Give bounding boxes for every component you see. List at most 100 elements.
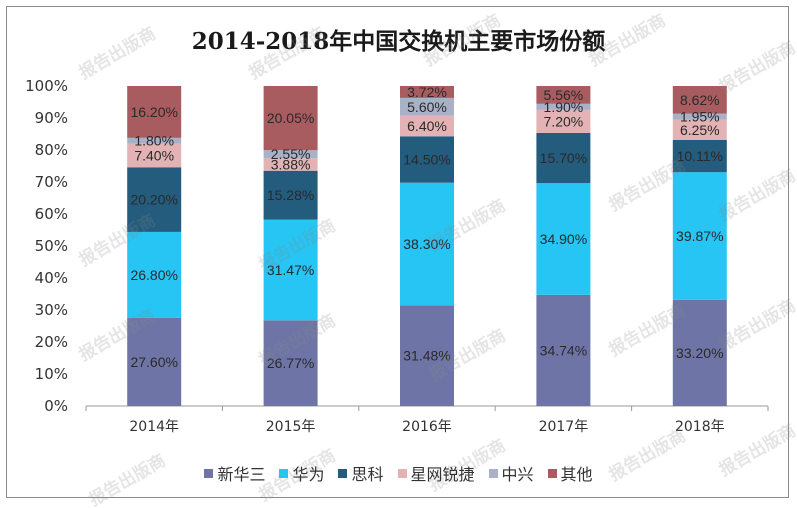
bar-segment (672, 113, 727, 120)
data-label: 15.28% (267, 187, 314, 203)
bar-segment (672, 119, 727, 140)
x-tick-label: 2016年 (402, 419, 452, 435)
data-label: 7.20% (544, 113, 584, 129)
bar-segment (127, 167, 182, 232)
data-label: 15.70% (540, 150, 587, 166)
data-label: 31.48% (403, 348, 450, 364)
legend-item: 思科 (338, 461, 384, 485)
bar-segment (127, 86, 182, 138)
watermark: 报告出版商 (715, 165, 797, 226)
legend-item: 华为 (279, 461, 324, 485)
bar-segment (127, 231, 182, 318)
legend-item: 新华三 (204, 461, 265, 485)
bar-segment (263, 158, 318, 171)
y-tick-label: 20% (35, 333, 68, 351)
bar-segment (536, 109, 591, 133)
legend-label: 中兴 (501, 465, 534, 484)
bar-segment (400, 115, 454, 137)
bar-segment (263, 150, 318, 159)
watermark: 报告出版商 (585, 10, 669, 71)
data-label: 27.60% (130, 354, 177, 370)
data-label: 33.20% (676, 345, 723, 361)
bar-segment (263, 86, 318, 151)
y-tick-label: 70% (35, 173, 68, 191)
data-label: 5.60% (407, 99, 447, 115)
legend-swatch (338, 468, 348, 478)
data-label: 6.40% (407, 118, 447, 134)
data-label: 10.11% (677, 148, 723, 164)
data-label: 34.90% (540, 231, 587, 247)
y-tick-label: 80% (35, 141, 68, 159)
y-tick-label: 40% (35, 269, 68, 287)
chart-title: 2014-2018年中国交换机主要市场份额 (191, 28, 606, 55)
legend-swatch (397, 468, 407, 478)
y-tick-label: 60% (35, 205, 68, 223)
data-label: 3.72% (407, 84, 447, 100)
chart-legend: 新华三 华为 思科 星网锐捷 中兴 其他 (0, 461, 797, 485)
bar-segment (536, 132, 591, 184)
legend-label: 华为 (292, 465, 325, 484)
legend-swatch (547, 468, 557, 478)
x-tick-label: 2015年 (266, 419, 316, 435)
legend-label: 思科 (351, 465, 384, 484)
x-tick-label: 2018年 (675, 419, 725, 435)
watermark: 报告出版商 (420, 10, 504, 71)
data-label: 20.05% (267, 110, 314, 126)
bar-segment (672, 172, 727, 300)
data-label: 31.47% (267, 262, 314, 278)
bar-segment (672, 86, 727, 114)
data-label: 20.20% (130, 192, 177, 208)
data-label: 16.20% (130, 104, 177, 120)
legend-swatch (204, 468, 214, 478)
data-label: 8.62% (680, 92, 720, 108)
bar-segment (672, 299, 727, 406)
data-label: 1.90% (544, 99, 584, 115)
legend-label: 其他 (560, 465, 593, 484)
legend-item: 星网锐捷 (397, 461, 475, 485)
data-label: 39.87% (676, 228, 723, 244)
data-label: 1.95% (680, 109, 720, 125)
bar-segment (536, 183, 591, 295)
legend-label: 新华三 (217, 465, 266, 484)
bar-segment (536, 294, 591, 406)
legend-item: 其他 (547, 461, 593, 485)
watermark: 报告出版商 (715, 37, 797, 98)
bar-segment (400, 86, 454, 98)
data-label: 2.55% (271, 146, 311, 162)
y-tick-label: 0% (44, 397, 68, 415)
bar-segment (263, 219, 318, 321)
bar-segment (536, 103, 591, 110)
data-label: 6.25% (680, 122, 720, 138)
bar-segment (400, 182, 454, 306)
data-label: 14.50% (403, 152, 450, 168)
bar-segment (127, 137, 182, 144)
data-label: 34.74% (540, 342, 587, 358)
legend-swatch (279, 468, 289, 478)
data-label: 1.80% (134, 133, 174, 149)
watermark: 报告出版商 (715, 295, 797, 356)
data-label: 3.88% (271, 157, 311, 173)
bar-segment (127, 143, 182, 168)
bar-segment (400, 305, 454, 406)
x-tick-label: 2017年 (539, 419, 589, 435)
data-label: 26.80% (130, 267, 177, 283)
watermark: 报告出版商 (245, 23, 329, 84)
y-tick-label: 90% (35, 109, 68, 127)
watermark: 报告出版商 (75, 23, 159, 84)
bar-segment (127, 317, 182, 406)
legend-item: 中兴 (488, 461, 534, 485)
bar-segment (263, 320, 318, 406)
legend-swatch (488, 468, 498, 478)
y-tick-label: 50% (35, 237, 68, 255)
y-tick-label: 10% (35, 365, 68, 383)
y-tick-label: 100% (25, 77, 68, 95)
data-label: 38.30% (403, 236, 450, 252)
data-label: 26.77% (267, 355, 314, 371)
bar-segment (536, 86, 591, 104)
y-tick-label: 30% (35, 301, 68, 319)
bar-segment (400, 97, 454, 116)
legend-label: 星网锐捷 (410, 465, 475, 484)
bar-segment (263, 170, 318, 220)
bar-segment (400, 136, 454, 183)
